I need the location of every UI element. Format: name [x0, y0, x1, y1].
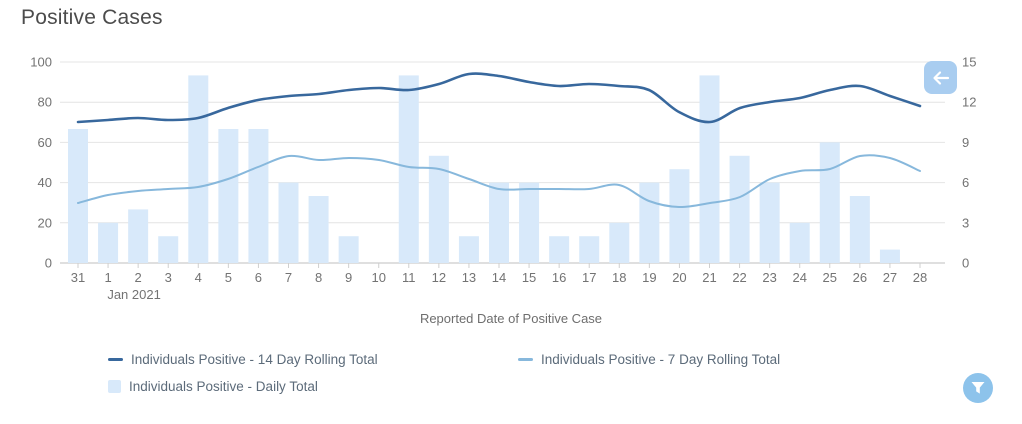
- x-tick-label: 19: [642, 270, 656, 285]
- x-tick-label: 27: [883, 270, 897, 285]
- legend-line-swatch-7day: [518, 358, 533, 361]
- daily-total-bar[interactable]: [519, 182, 540, 263]
- y-tick-label-right: 9: [962, 135, 969, 150]
- daily-total-bar[interactable]: [789, 222, 810, 263]
- x-tick-label: 17: [582, 270, 596, 285]
- legend-label: Individuals Positive - 7 Day Rolling Tot…: [541, 352, 781, 367]
- y-tick-label-right: 0: [962, 256, 969, 271]
- daily-total-bar[interactable]: [68, 129, 88, 263]
- left-arrow-icon: [932, 70, 949, 85]
- x-tick-label: 25: [823, 270, 837, 285]
- x-tick-label: 23: [762, 270, 776, 285]
- month-label: Jan 2021: [107, 287, 161, 302]
- x-tick-label: 5: [225, 270, 232, 285]
- daily-total-bar[interactable]: [458, 236, 479, 263]
- daily-total-bar[interactable]: [98, 222, 119, 263]
- x-tick-label: 26: [853, 270, 867, 285]
- daily-total-bar[interactable]: [849, 196, 870, 263]
- y-tick-label-right: 3: [962, 215, 969, 230]
- daily-total-bar[interactable]: [489, 182, 509, 263]
- x-tick-label: 14: [492, 270, 506, 285]
- legend-label: Individuals Positive - Daily Total: [129, 379, 318, 394]
- page-title: Positive Cases: [21, 6, 163, 29]
- daily-total-bar[interactable]: [759, 182, 780, 263]
- daily-total-bar[interactable]: [639, 182, 660, 263]
- x-tick-label: 9: [345, 270, 352, 285]
- back-button[interactable]: [924, 61, 957, 94]
- x-tick-label: 2: [135, 270, 142, 285]
- filter-button[interactable]: [963, 373, 993, 403]
- x-tick-label: 10: [371, 270, 385, 285]
- x-tick-label: 15: [522, 270, 536, 285]
- legend-line-swatch-14day: [108, 358, 123, 361]
- legend-square-swatch-daily: [108, 380, 121, 393]
- x-tick-label: 22: [732, 270, 746, 285]
- x-tick-label: 1: [104, 270, 111, 285]
- legend-item-7day-rolling[interactable]: Individuals Positive - 7 Day Rolling Tot…: [518, 352, 780, 367]
- daily-total-bar[interactable]: [879, 249, 900, 263]
- daily-total-bar[interactable]: [308, 196, 329, 263]
- x-tick-label: 7: [285, 270, 292, 285]
- rolling-7day-line[interactable]: [77, 154, 921, 209]
- y-tick-label-right: 12: [962, 95, 976, 110]
- daily-total-bar[interactable]: [248, 129, 269, 263]
- x-tick-label: 3: [165, 270, 172, 285]
- daily-total-bar[interactable]: [699, 75, 720, 264]
- legend-label: Individuals Positive - 14 Day Rolling To…: [131, 352, 378, 367]
- x-tick-label: 8: [315, 270, 322, 285]
- x-tick-label: 18: [612, 270, 626, 285]
- daily-total-bar[interactable]: [819, 142, 840, 263]
- x-tick-label: 24: [792, 270, 806, 285]
- x-axis-title: Reported Date of Positive Case: [419, 311, 603, 326]
- x-tick-label: 28: [913, 270, 927, 285]
- y-tick-label-left: 60: [38, 135, 52, 150]
- daily-total-bar[interactable]: [669, 169, 690, 263]
- y-tick-label-left: 80: [38, 95, 52, 110]
- legend-item-14day-rolling[interactable]: Individuals Positive - 14 Day Rolling To…: [108, 352, 378, 367]
- x-tick-label: 31: [71, 270, 85, 285]
- daily-total-bar[interactable]: [729, 155, 750, 263]
- y-tick-label-left: 100: [30, 55, 52, 70]
- y-tick-label-left: 40: [38, 175, 52, 190]
- funnel-icon: [971, 381, 985, 394]
- y-tick-label-right: 15: [962, 55, 976, 70]
- rolling-14day-line[interactable]: [76, 72, 922, 124]
- y-tick-label-left: 0: [45, 256, 52, 271]
- legend-item-daily-total[interactable]: Individuals Positive - Daily Total: [108, 379, 318, 394]
- daily-total-bar[interactable]: [338, 236, 359, 263]
- x-tick-label: 6: [255, 270, 262, 285]
- daily-total-bar[interactable]: [128, 209, 149, 263]
- daily-total-bar[interactable]: [398, 75, 419, 264]
- daily-total-bar[interactable]: [218, 129, 239, 263]
- x-tick-label: 21: [702, 270, 716, 285]
- daily-total-bar[interactable]: [549, 236, 570, 263]
- y-tick-label-right: 6: [962, 175, 969, 190]
- x-tick-label: 4: [195, 270, 202, 285]
- x-tick-label: 13: [462, 270, 476, 285]
- x-tick-label: 16: [552, 270, 566, 285]
- daily-total-bar[interactable]: [428, 155, 449, 263]
- daily-total-bar[interactable]: [278, 182, 299, 263]
- daily-total-bar[interactable]: [609, 222, 630, 263]
- x-tick-label: 11: [402, 270, 416, 285]
- x-tick-label: 12: [432, 270, 446, 285]
- daily-total-bar[interactable]: [158, 236, 179, 263]
- daily-total-bar[interactable]: [188, 75, 209, 264]
- y-tick-label-left: 20: [38, 215, 52, 230]
- x-tick-label: 20: [672, 270, 686, 285]
- daily-total-bar[interactable]: [579, 236, 600, 263]
